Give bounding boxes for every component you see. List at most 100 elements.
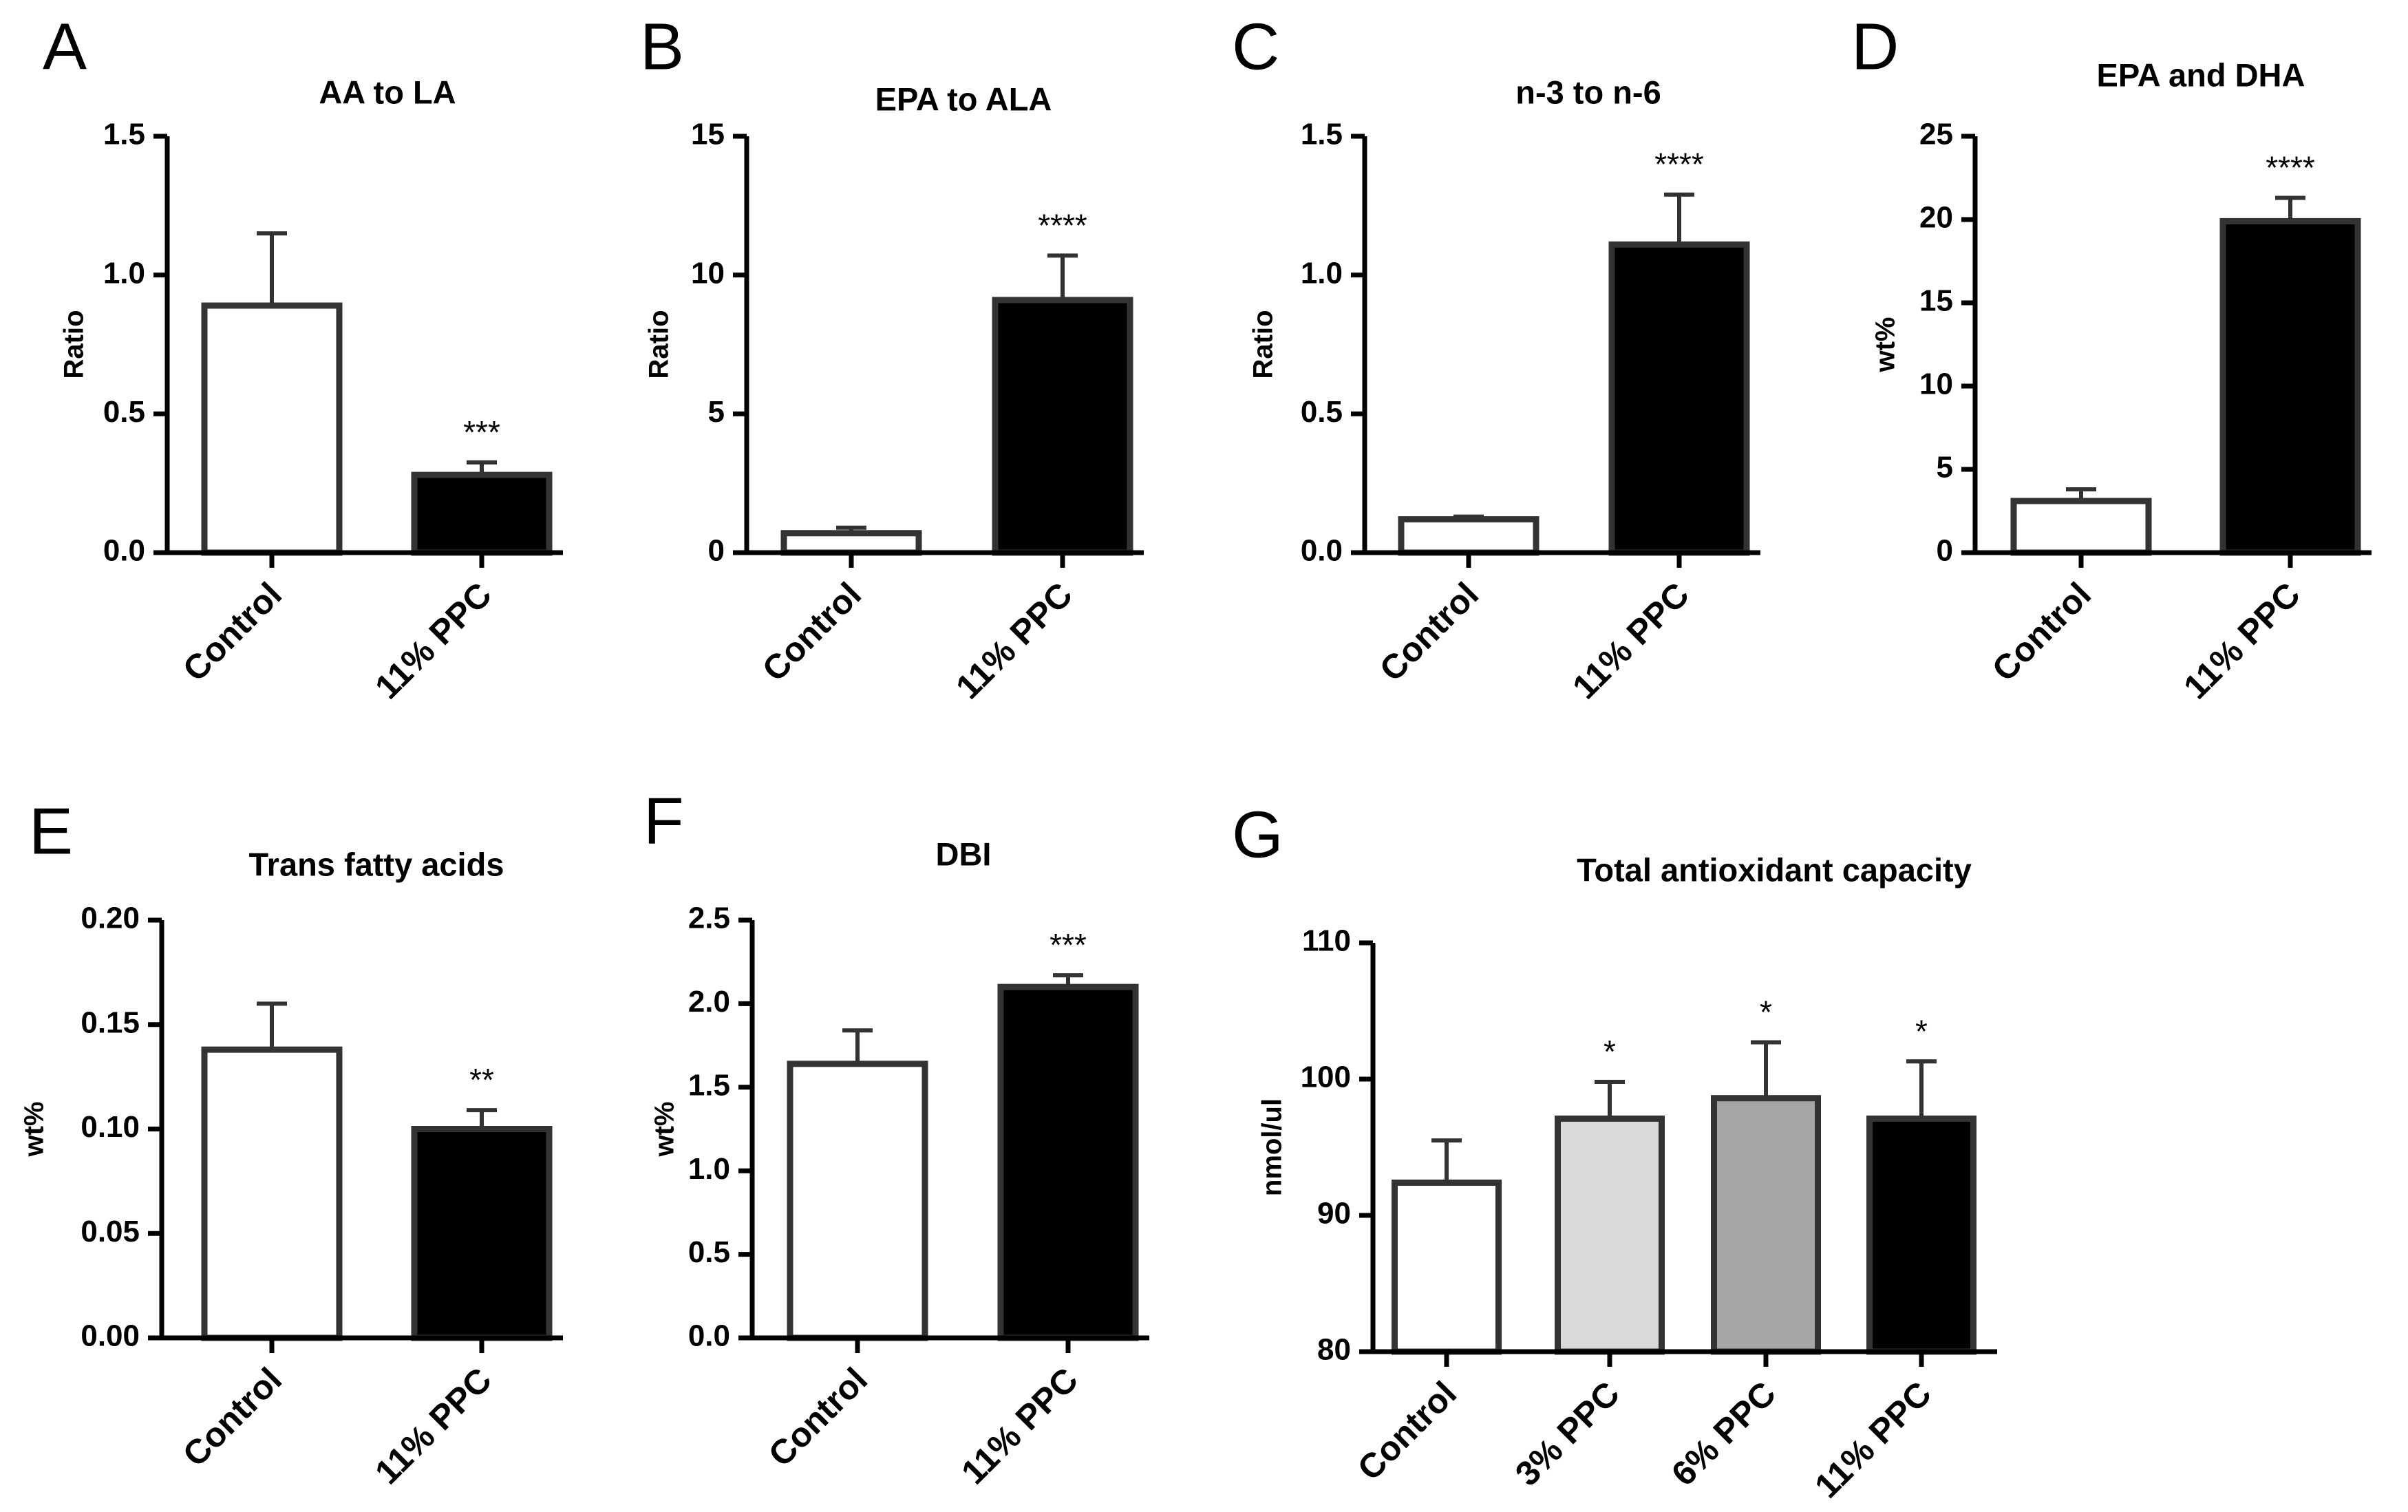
y-axis-label: wt% (1871, 317, 1901, 373)
bar-control (780, 530, 922, 556)
bar-11-ppc (1866, 1115, 1977, 1355)
bar-11-ppc (1608, 241, 1750, 556)
significance-label: * (1603, 1034, 1616, 1069)
x-tick-label: 11% PPC (1565, 575, 1696, 707)
y-tick-label: 10 (1919, 368, 1953, 401)
y-axis-label: Ratio (59, 310, 89, 379)
bar-3-ppc (1555, 1115, 1665, 1355)
bar-control (787, 1061, 928, 1341)
y-tick-label: 20 (1919, 201, 1953, 235)
bar-control (1392, 1179, 1502, 1355)
bar-control (2010, 498, 2152, 556)
y-tick-label: 0.5 (688, 1235, 730, 1269)
significance-label: *** (1049, 927, 1087, 963)
panel-letter: A (43, 10, 87, 83)
x-tick-label: 11% PPC (367, 1361, 499, 1492)
x-tick-label: 11% PPC (367, 575, 499, 707)
chart-panel-g: G Total antioxidant capacity nmol/ul 80 90 10… (1232, 798, 1997, 1505)
chart-panel-e: E Trans fatty acids wt% 0.00 0.05 0.10 0.15 0.2… (19, 794, 563, 1491)
y-tick-label: 0 (708, 534, 725, 568)
x-tick-label: 11% PPC (1807, 1374, 1939, 1506)
y-axis-label: nmol/ul (1257, 1098, 1288, 1196)
y-tick-label: 2.0 (688, 985, 730, 1019)
panel-letter: E (29, 794, 73, 868)
bar-control (1398, 516, 1539, 556)
y-tick-label: 1.5 (688, 1068, 730, 1102)
significance-label: * (1760, 994, 1772, 1030)
significance-label: *** (463, 414, 500, 450)
bar-6-ppc (1711, 1095, 1821, 1355)
y-tick-label: 1.0 (103, 256, 145, 290)
panel-letter: C (1232, 10, 1279, 83)
y-axis-label: wt% (650, 1102, 680, 1158)
significance-label: **** (2266, 150, 2315, 186)
chart-title: EPA to ALA (875, 81, 1052, 117)
x-tick-label: 11% PPC (954, 1361, 1085, 1492)
y-tick-label: 0.0 (1301, 534, 1343, 568)
chart-panel-f: F DBI wt% 0.0 0.5 1.0 1.5 2.0 2.5 *** Control 11% P… (643, 784, 1149, 1491)
chart-panel-a: A AA to LA Ratio 0.0 0.5 1.0 1.5 *** Control 11% … (43, 10, 563, 706)
chart-panel-b: B EPA to ALA Ratio 0 5 10 15 **** Control 11% PPC (640, 10, 1144, 706)
bar-control (201, 302, 343, 556)
significance-label: ** (469, 1062, 494, 1098)
panel-letter: G (1232, 798, 1283, 871)
chart-title: AA to LA (319, 74, 456, 110)
x-tick-label: 11% PPC (948, 575, 1080, 707)
x-tick-label: Control (175, 1361, 289, 1474)
y-tick-label: 15 (691, 118, 725, 151)
bar-11-ppc (411, 471, 553, 556)
y-tick-label: 0.00 (81, 1319, 140, 1353)
chart-title: EPA and DHA (2097, 56, 2305, 93)
bar-11-ppc (997, 983, 1139, 1341)
y-tick-label: 1.5 (1301, 118, 1343, 151)
panel-letter: D (1851, 10, 1899, 83)
y-tick-label: 5 (708, 395, 725, 429)
x-tick-label: Control (1985, 575, 2098, 689)
y-tick-label: 90 (1317, 1197, 1351, 1231)
y-tick-label: 100 (1301, 1061, 1351, 1094)
y-tick-label: 1.0 (1301, 256, 1343, 290)
y-tick-label: 25 (1919, 118, 1953, 151)
y-tick-label: 0 (1937, 534, 1953, 568)
bar-11-ppc (411, 1126, 553, 1341)
bar-11-ppc (992, 297, 1133, 556)
y-tick-label: 0.20 (81, 902, 140, 935)
y-tick-label: 15 (1919, 284, 1953, 318)
x-tick-label: 6% PPC (1664, 1374, 1783, 1493)
bar-control (201, 1046, 343, 1341)
chart-panel-c: Cn-3 to n-6 Ratio 0.0 0.5 1.0 1.5 **** Control 1… (1232, 10, 1760, 706)
significance-label: **** (1654, 147, 1704, 182)
y-tick-label: 2.5 (688, 902, 730, 935)
y-tick-label: 5 (1937, 451, 1953, 485)
chart-title: n-3 to n-6 (1515, 74, 1661, 110)
chart-title: Total antioxidant capacity (1577, 851, 1972, 888)
chart-title: DBI (936, 835, 992, 872)
y-tick-label: 0.10 (81, 1110, 140, 1144)
x-tick-label: Control (175, 575, 289, 689)
panel-letter: F (643, 784, 684, 858)
significance-label: **** (1038, 207, 1087, 243)
chart-title: Trans fatty acids (249, 846, 504, 882)
bar-11-ppc (2219, 217, 2361, 556)
x-tick-label: Control (1372, 575, 1486, 689)
y-axis-label: Ratio (644, 310, 674, 379)
x-tick-label: Control (761, 1361, 875, 1474)
y-tick-label: 1.0 (688, 1152, 730, 1186)
x-tick-label: 3% PPC (1508, 1374, 1627, 1493)
significance-label: * (1915, 1013, 1928, 1049)
y-tick-label: 10 (691, 256, 725, 290)
x-tick-label: 11% PPC (2176, 575, 2308, 707)
y-tick-label: 0.5 (103, 395, 145, 429)
y-tick-label: 1.5 (103, 118, 145, 151)
y-axis-label: Ratio (1248, 310, 1279, 379)
y-tick-label: 110 (1302, 924, 1351, 958)
y-tick-label: 0.0 (103, 534, 145, 568)
y-tick-label: 80 (1317, 1333, 1351, 1367)
y-tick-label: 0.5 (1301, 395, 1343, 429)
y-tick-label: 0.15 (81, 1005, 140, 1039)
y-tick-label: 0.0 (688, 1319, 730, 1353)
chart-panel-d: D EPA and DHA wt% 0 5 10 15 20 25 **** Control 11% … (1851, 10, 2372, 706)
y-axis-label: wt% (19, 1102, 50, 1158)
x-tick-label: Control (755, 575, 869, 689)
